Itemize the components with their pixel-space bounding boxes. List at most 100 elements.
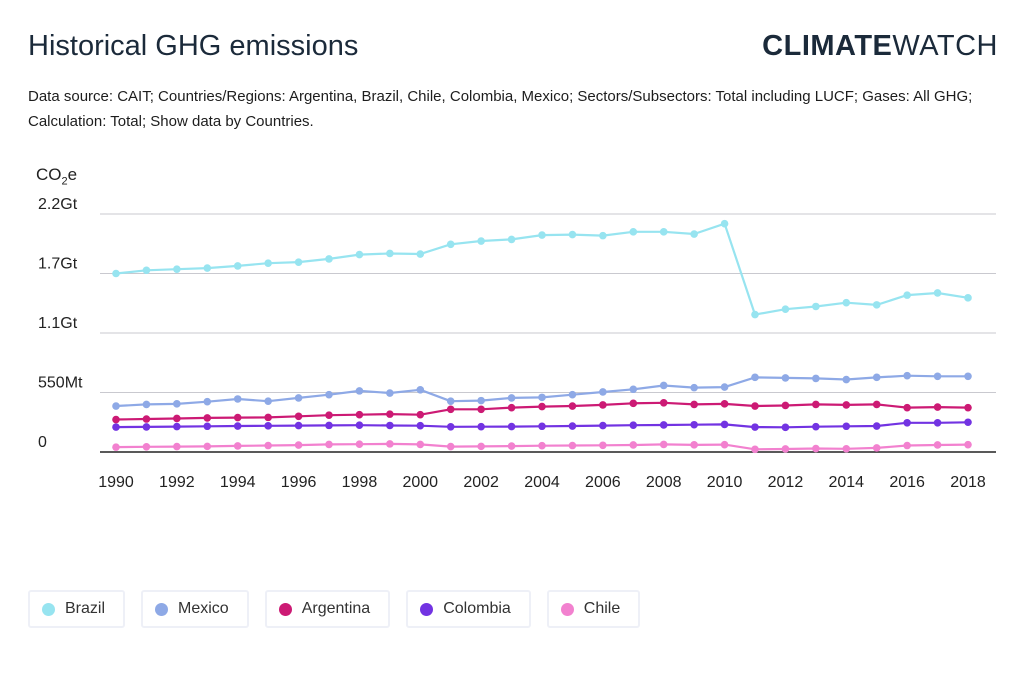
data-point[interactable] bbox=[446, 442, 455, 451]
data-point[interactable] bbox=[325, 411, 333, 420]
data-point[interactable] bbox=[112, 423, 120, 431]
data-point[interactable] bbox=[142, 415, 151, 423]
data-point[interactable] bbox=[112, 443, 120, 451]
data-point[interactable] bbox=[720, 420, 729, 429]
data-point[interactable] bbox=[264, 422, 272, 430]
data-point[interactable] bbox=[386, 421, 394, 430]
data-point[interactable] bbox=[355, 410, 364, 419]
legend-item-argentina[interactable]: Argentina bbox=[264, 590, 391, 628]
data-point[interactable] bbox=[751, 402, 759, 410]
data-point[interactable] bbox=[690, 400, 698, 409]
data-point[interactable] bbox=[416, 421, 425, 430]
data-point[interactable] bbox=[355, 387, 364, 395]
data-point[interactable] bbox=[933, 403, 942, 411]
legend-item-colombia[interactable]: Colombia bbox=[406, 590, 531, 628]
data-point[interactable] bbox=[173, 422, 181, 431]
data-point[interactable] bbox=[964, 372, 972, 381]
data-point[interactable] bbox=[964, 440, 972, 449]
data-point[interactable] bbox=[720, 400, 729, 408]
data-point[interactable] bbox=[203, 264, 212, 272]
data-point[interactable] bbox=[781, 305, 790, 314]
data-point[interactable] bbox=[903, 371, 911, 380]
data-point[interactable] bbox=[142, 266, 151, 275]
data-point[interactable] bbox=[507, 235, 516, 244]
data-point[interactable] bbox=[720, 383, 729, 391]
data-point[interactable] bbox=[842, 375, 851, 384]
data-point[interactable] bbox=[781, 423, 790, 432]
data-point[interactable] bbox=[233, 413, 242, 422]
data-point[interactable] bbox=[173, 400, 181, 408]
data-point[interactable] bbox=[964, 294, 972, 302]
data-point[interactable] bbox=[112, 402, 120, 410]
data-point[interactable] bbox=[538, 231, 546, 239]
data-point[interactable] bbox=[720, 440, 729, 449]
data-point[interactable] bbox=[872, 373, 881, 382]
data-point[interactable] bbox=[659, 440, 668, 449]
climatewatch-logo[interactable]: CLIMATEWATCH bbox=[762, 30, 998, 63]
data-point[interactable] bbox=[568, 402, 577, 410]
data-point[interactable] bbox=[477, 405, 485, 414]
data-point[interactable] bbox=[294, 412, 303, 421]
data-point[interactable] bbox=[264, 397, 272, 405]
data-point[interactable] bbox=[751, 373, 759, 382]
data-point[interactable] bbox=[203, 397, 212, 406]
data-point[interactable] bbox=[568, 230, 577, 239]
data-point[interactable] bbox=[173, 265, 181, 273]
data-point[interactable] bbox=[842, 422, 851, 431]
data-point[interactable] bbox=[233, 395, 242, 403]
data-point[interactable] bbox=[507, 442, 516, 450]
data-point[interactable] bbox=[751, 445, 759, 454]
data-point[interactable] bbox=[812, 400, 820, 409]
data-point[interactable] bbox=[690, 420, 698, 429]
data-point[interactable] bbox=[477, 396, 485, 405]
data-point[interactable] bbox=[142, 423, 151, 431]
data-point[interactable] bbox=[720, 219, 729, 228]
data-point[interactable] bbox=[355, 440, 364, 449]
data-point[interactable] bbox=[507, 394, 516, 402]
data-point[interactable] bbox=[112, 269, 120, 278]
data-point[interactable] bbox=[751, 310, 759, 319]
data-point[interactable] bbox=[659, 381, 668, 390]
data-point[interactable] bbox=[872, 422, 881, 430]
data-point[interactable] bbox=[599, 231, 607, 240]
data-point[interactable] bbox=[416, 385, 425, 394]
legend-item-chile[interactable]: Chile bbox=[546, 590, 641, 628]
data-point[interactable] bbox=[203, 422, 212, 431]
data-point[interactable] bbox=[386, 249, 394, 258]
data-point[interactable] bbox=[781, 445, 790, 453]
data-point[interactable] bbox=[903, 291, 911, 299]
data-point[interactable] bbox=[507, 403, 516, 412]
data-point[interactable] bbox=[538, 402, 546, 411]
data-point[interactable] bbox=[599, 401, 607, 409]
data-point[interactable] bbox=[173, 414, 181, 423]
data-point[interactable] bbox=[872, 400, 881, 409]
data-point[interactable] bbox=[872, 444, 881, 452]
data-point[interactable] bbox=[477, 422, 485, 431]
series-colombia[interactable] bbox=[112, 418, 972, 432]
data-point[interactable] bbox=[964, 403, 972, 412]
data-point[interactable] bbox=[842, 401, 851, 409]
data-point[interactable] bbox=[568, 390, 577, 399]
data-point[interactable] bbox=[568, 422, 577, 430]
legend-item-brazil[interactable]: Brazil bbox=[28, 590, 126, 628]
data-point[interactable] bbox=[294, 421, 303, 430]
data-point[interactable] bbox=[416, 410, 425, 419]
data-point[interactable] bbox=[781, 401, 790, 410]
data-point[interactable] bbox=[690, 441, 698, 449]
data-point[interactable] bbox=[538, 393, 546, 402]
data-point[interactable] bbox=[386, 389, 394, 397]
data-point[interactable] bbox=[629, 385, 638, 394]
data-point[interactable] bbox=[659, 398, 668, 407]
data-point[interactable] bbox=[933, 372, 942, 381]
series-chile[interactable] bbox=[112, 440, 972, 454]
data-point[interactable] bbox=[325, 390, 333, 399]
data-point[interactable] bbox=[173, 442, 181, 451]
data-point[interactable] bbox=[446, 240, 455, 249]
data-point[interactable] bbox=[903, 418, 911, 427]
data-point[interactable] bbox=[294, 441, 303, 449]
data-point[interactable] bbox=[112, 415, 120, 424]
data-point[interactable] bbox=[659, 228, 668, 236]
data-point[interactable] bbox=[386, 440, 394, 448]
data-point[interactable] bbox=[629, 421, 638, 429]
